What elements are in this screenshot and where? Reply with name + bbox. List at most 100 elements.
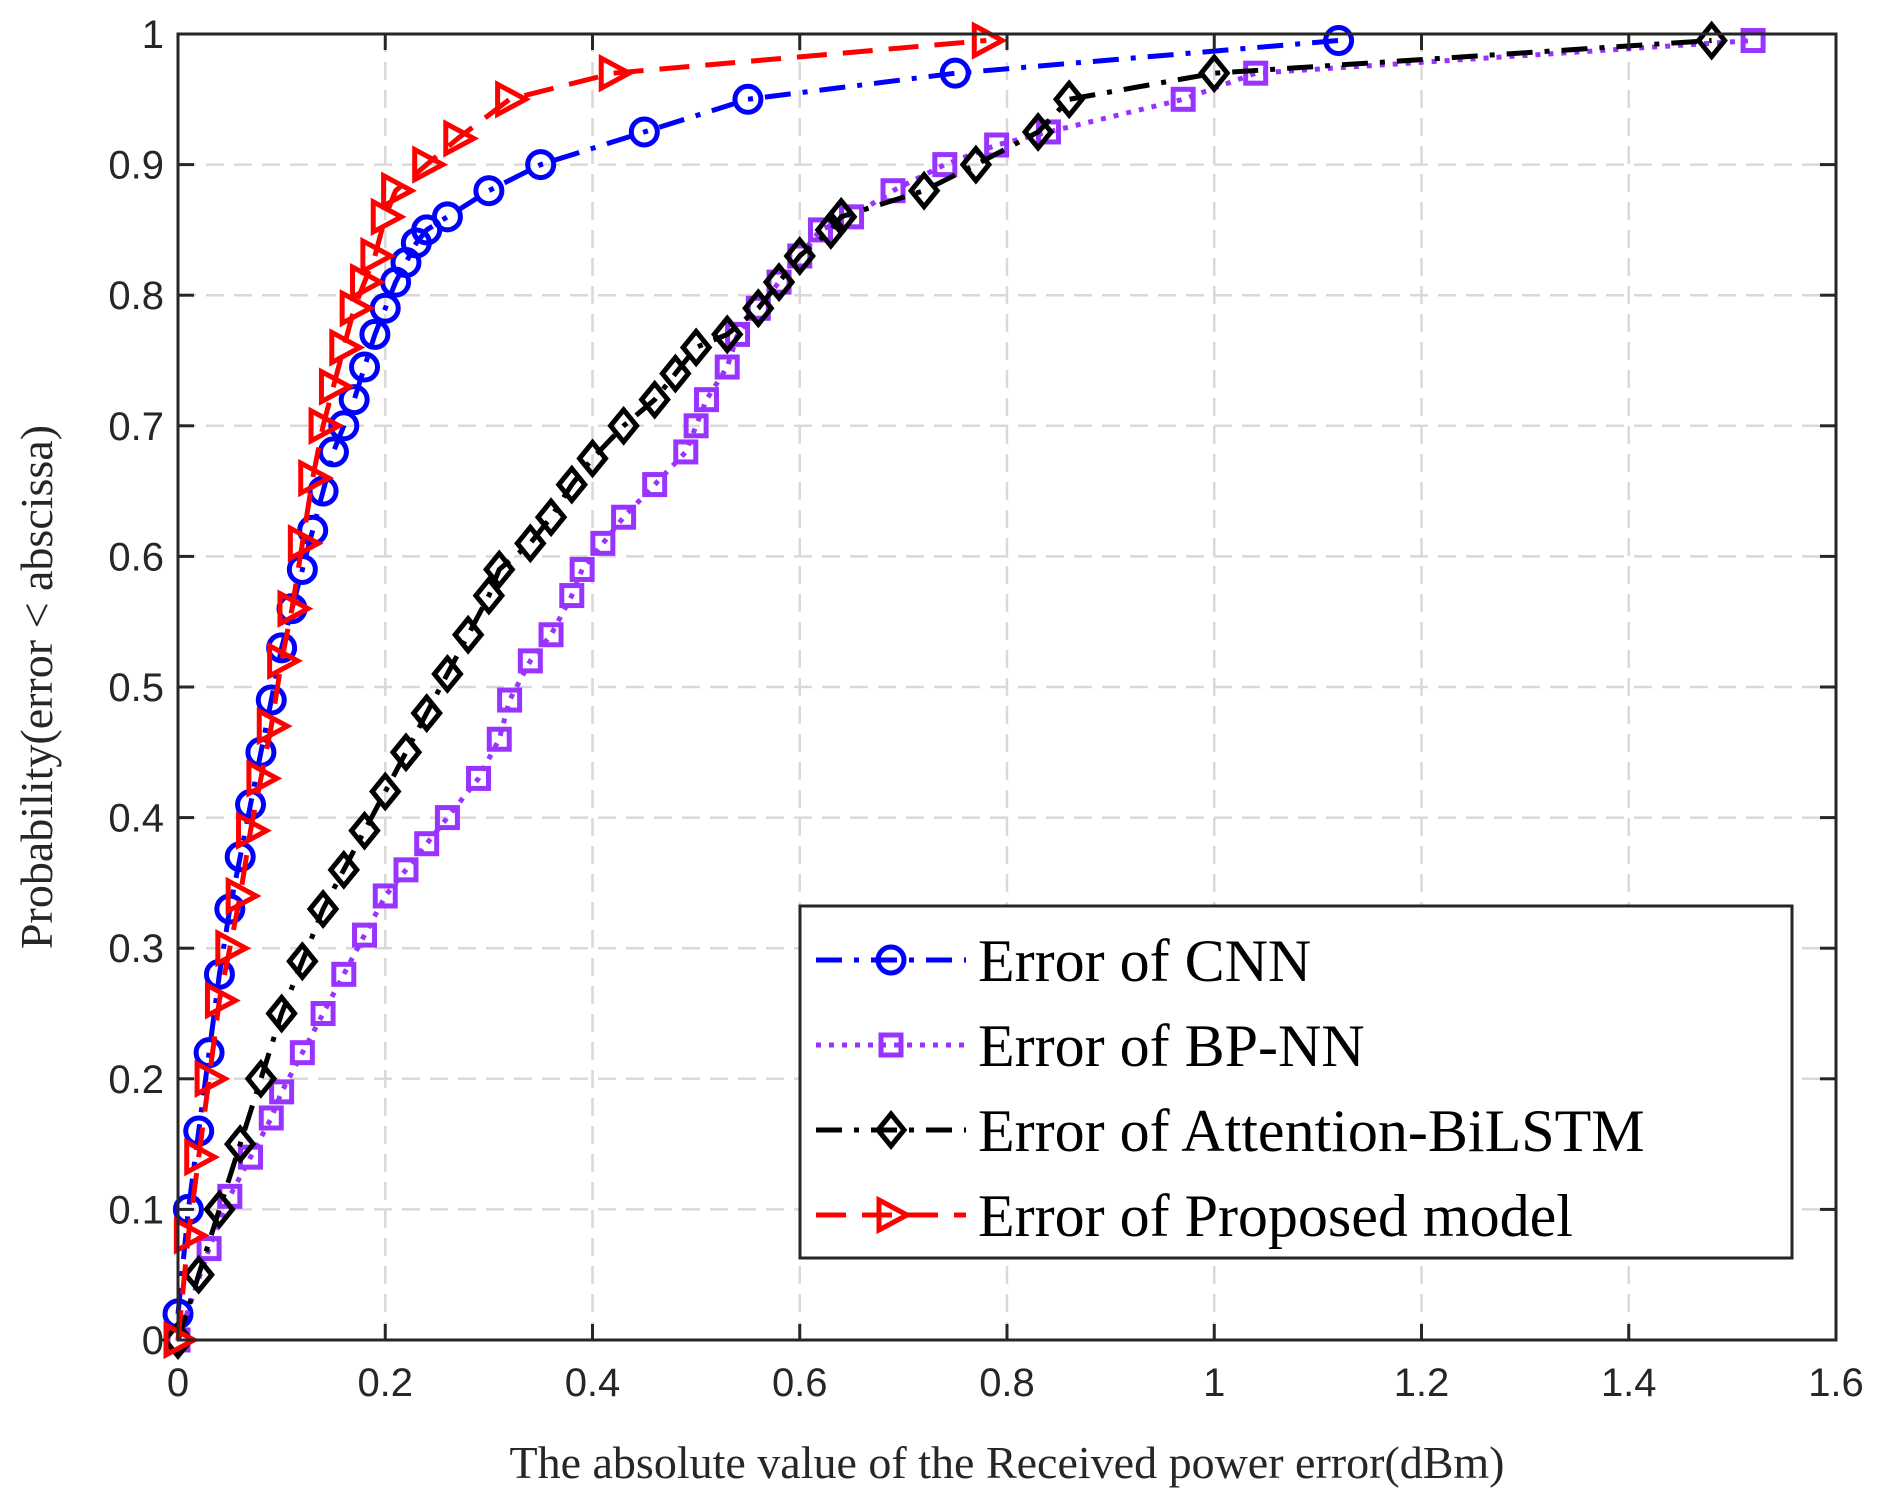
legend-label: Error of BP-NN [978, 1013, 1365, 1079]
legend-label: Error of Proposed model [978, 1183, 1573, 1249]
data-point-marker [534, 497, 568, 538]
data-point-marker [267, 641, 303, 681]
data-point-marker [1170, 86, 1196, 112]
data-point-marker [352, 922, 378, 948]
y-tick-label: 0.2 [108, 1058, 164, 1102]
y-tick-label: 0.9 [108, 144, 164, 188]
data-point-marker [350, 262, 386, 302]
data-point-marker [307, 475, 339, 507]
data-point-marker [184, 1137, 221, 1177]
series-line [175, 38, 1712, 1341]
legend-marker [876, 1195, 913, 1235]
data-point-marker [959, 144, 993, 185]
data-point-marker [1198, 53, 1231, 94]
data-point-marker [659, 353, 692, 394]
data-point-marker [783, 236, 816, 276]
data-point-marker [223, 1124, 257, 1165]
data-point-marker [451, 614, 485, 655]
data-point-marker [762, 262, 796, 303]
data-point-marker [473, 175, 505, 207]
data-point-marker [393, 857, 419, 883]
x-tick-label: 0.2 [357, 1361, 413, 1405]
data-point-marker [370, 197, 407, 237]
data-point-marker [814, 209, 848, 250]
data-point-marker [611, 504, 637, 530]
legend-marker [874, 1110, 908, 1150]
data-point-marker [297, 514, 329, 546]
data-point-marker [538, 622, 564, 648]
y-tick-label: 0.7 [108, 405, 164, 449]
data-point-marker [907, 170, 941, 211]
data-point-marker [329, 328, 366, 367]
data-point-marker [327, 849, 361, 890]
data-point-marker [642, 472, 668, 498]
data-point-marker [732, 83, 764, 115]
data-point-marker [289, 1040, 315, 1066]
legend-label: Error of Attention-BiLSTM [978, 1098, 1645, 1164]
y-tick-label: 0.3 [108, 927, 164, 971]
data-point-marker [683, 413, 709, 439]
data-point-marker [431, 653, 464, 694]
legend-box [798, 904, 1794, 1260]
data-point-marker [517, 648, 543, 674]
data-point-marker [308, 406, 345, 445]
data-point-marker [339, 289, 376, 328]
data-point-marker [555, 464, 588, 505]
data-point-marker [306, 889, 340, 929]
data-point-marker [569, 556, 595, 582]
data-point-marker [714, 354, 740, 380]
y-tick-label: 0.4 [108, 797, 164, 841]
data-point-marker [173, 1216, 210, 1255]
data-point-marker [679, 327, 713, 368]
data-point-marker [514, 523, 547, 564]
data-point-marker [215, 929, 252, 968]
data-point-marker [1021, 111, 1055, 152]
data-point-marker [414, 831, 440, 857]
data-point-marker [1740, 28, 1766, 54]
data-point-marker [244, 1058, 278, 1099]
series-error-of-proposed-model [163, 21, 1008, 1360]
data-point-marker [434, 805, 460, 831]
data-point-marker [277, 589, 314, 628]
series-layer [161, 20, 1766, 1360]
data-point-marker [265, 993, 298, 1034]
data-point-marker [381, 171, 417, 210]
data-point-marker [298, 458, 335, 498]
data-point-marker [349, 351, 381, 383]
data-point-marker [466, 765, 492, 791]
data-point-marker [196, 1236, 222, 1262]
x-tick-label: 1.6 [1808, 1361, 1864, 1405]
data-point-marker [203, 1189, 236, 1230]
data-point-marker [1323, 25, 1355, 57]
data-point-marker [559, 583, 585, 609]
data-point-marker [824, 196, 858, 237]
data-point-marker [331, 961, 357, 987]
data-point-marker [236, 811, 272, 850]
axis-ticks: 0 0.2 0.4 0.6 0.8 1 1.2 1.4 1.6 0 0.1 0.2 0.3 0.4 0.5 0… [108, 13, 1863, 1405]
data-point-marker [255, 684, 287, 716]
data-point-marker [269, 1079, 295, 1105]
data-point-marker [389, 732, 423, 773]
data-point-marker [576, 438, 609, 479]
y-axis-title: Probability(error < abscissa) [11, 425, 62, 949]
data-point-marker [287, 524, 324, 563]
x-tick-label: 0.8 [979, 1361, 1035, 1405]
data-point-marker [412, 145, 448, 184]
data-point-marker [710, 314, 744, 355]
legend-entry: Error of CNN [816, 928, 1311, 994]
data-point-marker [258, 1105, 284, 1131]
y-tick-label: 1 [142, 13, 164, 57]
x-axis-title: The absolute value of the Received power… [510, 1437, 1505, 1488]
data-point-marker [431, 201, 463, 233]
data-point-marker [225, 876, 262, 916]
data-point-marker [628, 116, 660, 148]
x-tick-label: 1.2 [1394, 1361, 1450, 1405]
x-tick-label: 1.4 [1601, 1361, 1657, 1405]
y-tick-label: 0.5 [108, 666, 164, 710]
data-point-marker [360, 236, 397, 276]
x-tick-label: 1 [1203, 1361, 1225, 1405]
data-point-marker [497, 687, 523, 713]
data-point-marker [472, 575, 506, 616]
data-point-marker [525, 149, 557, 181]
